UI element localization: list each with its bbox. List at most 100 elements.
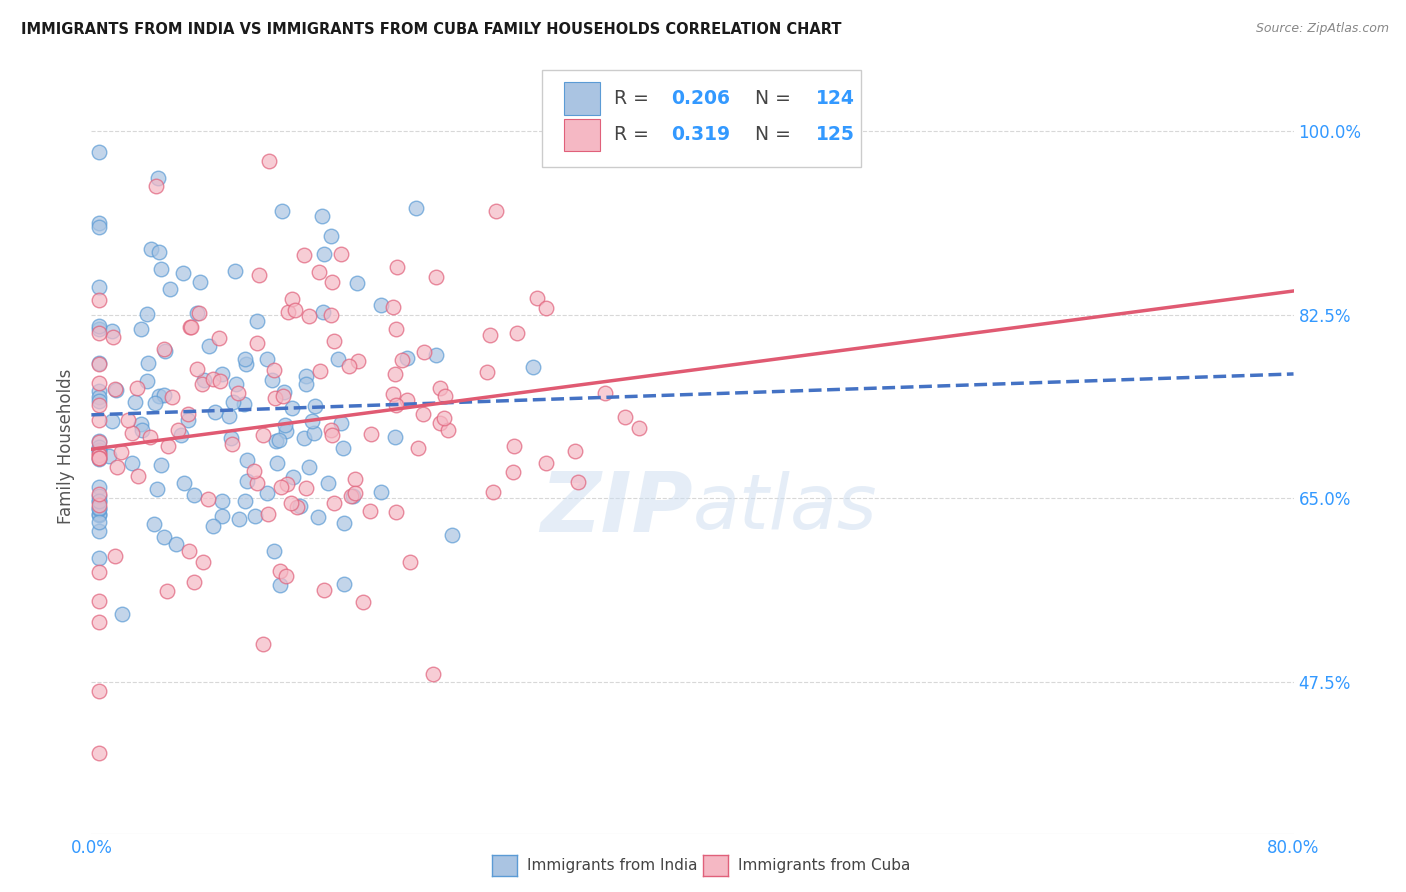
Point: [177, 413, 200, 427]
Point: [87, 322, 110, 336]
Point: [256, 351, 278, 366]
Point: [422, 667, 444, 681]
Point: [87, 279, 110, 293]
Point: [263, 543, 285, 558]
Text: N =: N =: [742, 89, 797, 108]
Point: [209, 374, 232, 388]
Point: [503, 439, 526, 453]
Point: [153, 342, 176, 356]
Point: [288, 499, 311, 513]
Point: [323, 334, 346, 348]
Point: [153, 530, 176, 544]
Point: [87, 524, 110, 538]
Text: ZIP: ZIP: [540, 467, 692, 549]
Point: [136, 307, 159, 321]
Point: [222, 394, 245, 409]
Point: [314, 582, 336, 597]
Point: [479, 327, 502, 342]
Point: [332, 577, 354, 591]
Point: [180, 319, 202, 334]
Point: [172, 266, 194, 280]
Point: [225, 376, 247, 391]
Text: 0.206: 0.206: [671, 89, 730, 108]
Point: [297, 309, 319, 323]
Point: [256, 507, 278, 521]
Point: [283, 470, 305, 484]
Point: [332, 441, 354, 455]
Point: [304, 399, 326, 413]
Point: [437, 423, 460, 437]
Point: [323, 496, 346, 510]
Point: [87, 326, 110, 340]
Point: [337, 359, 360, 373]
Text: R =: R =: [614, 89, 655, 108]
Point: [204, 405, 226, 419]
Point: [146, 171, 169, 186]
Point: [314, 247, 336, 261]
Point: [208, 331, 231, 345]
Point: [131, 423, 153, 437]
Point: [87, 444, 110, 458]
Point: [87, 440, 110, 454]
Point: [276, 424, 298, 438]
Point: [311, 210, 333, 224]
Point: [243, 509, 266, 524]
Point: [87, 450, 110, 465]
Point: [302, 425, 325, 440]
Point: [413, 344, 436, 359]
Point: [177, 407, 200, 421]
Point: [87, 390, 110, 404]
Point: [329, 246, 352, 260]
Point: [284, 302, 307, 317]
Point: [301, 414, 323, 428]
Point: [564, 444, 586, 458]
Point: [441, 528, 464, 542]
Point: [235, 474, 257, 488]
Point: [246, 336, 269, 351]
Point: [502, 465, 524, 479]
Point: [342, 489, 364, 503]
Point: [321, 275, 343, 289]
Point: [534, 301, 557, 316]
Point: [318, 475, 340, 490]
Point: [202, 519, 225, 533]
Point: [614, 409, 637, 424]
Point: [111, 607, 134, 621]
Point: [121, 425, 143, 440]
Point: [190, 376, 212, 391]
Point: [87, 398, 110, 412]
Point: [87, 746, 110, 760]
Point: [534, 456, 557, 470]
Point: [332, 516, 354, 530]
Point: [87, 448, 110, 462]
Point: [193, 373, 215, 387]
Point: [148, 244, 170, 259]
Point: [224, 264, 246, 278]
Point: [433, 410, 456, 425]
Point: [312, 305, 335, 319]
Point: [87, 413, 110, 427]
Point: [370, 484, 392, 499]
Point: [179, 544, 201, 558]
Point: [87, 384, 110, 399]
Point: [87, 434, 110, 449]
Point: [139, 430, 162, 444]
Point: [124, 395, 146, 409]
Point: [121, 456, 143, 470]
Point: [434, 389, 457, 403]
Point: [165, 537, 187, 551]
Point: [143, 516, 166, 531]
Text: 125: 125: [817, 125, 855, 145]
Point: [87, 450, 110, 465]
Y-axis label: Family Households: Family Households: [58, 368, 76, 524]
Point: [87, 565, 110, 579]
Point: [218, 409, 240, 424]
Point: [271, 389, 294, 403]
Point: [274, 418, 297, 433]
Point: [567, 475, 589, 489]
Point: [360, 427, 382, 442]
Text: Immigrants from Cuba: Immigrants from Cuba: [738, 858, 911, 872]
Point: [475, 365, 498, 379]
Point: [236, 453, 259, 467]
Point: [170, 427, 193, 442]
